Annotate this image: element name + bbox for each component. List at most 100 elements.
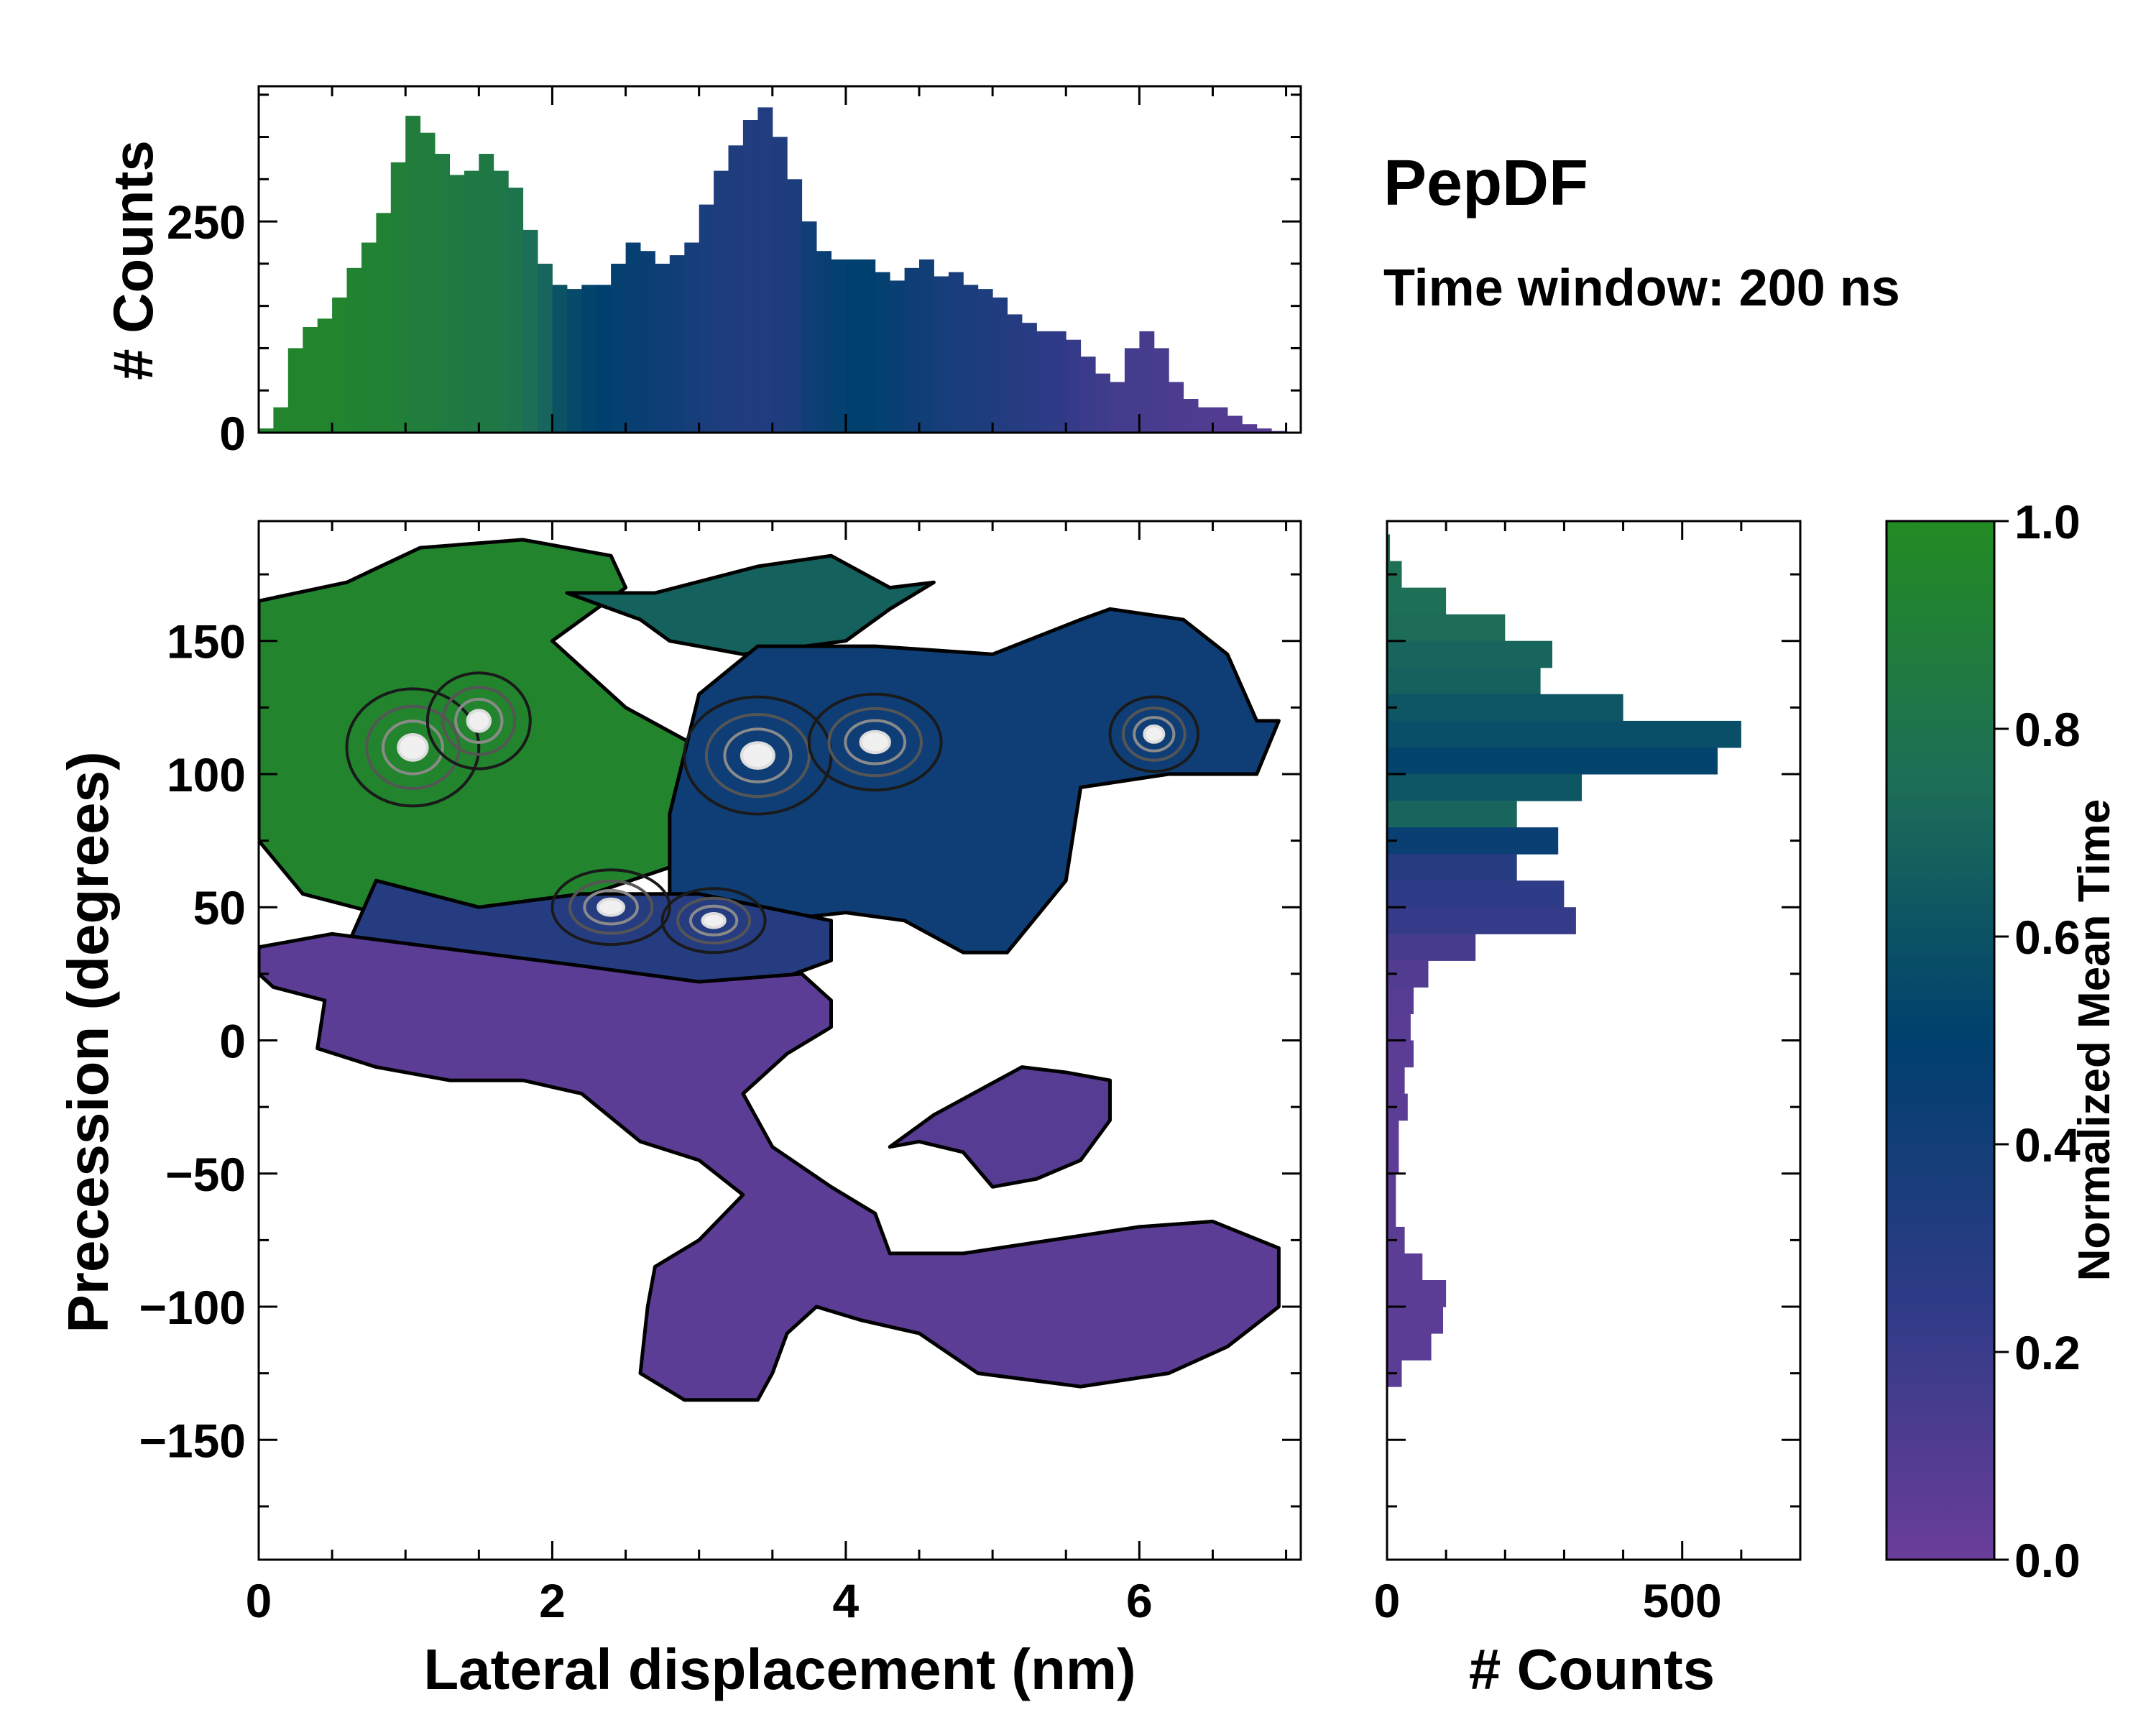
top-histogram-bar: [552, 285, 568, 433]
heatmap-xtick-label: 4: [833, 1574, 860, 1627]
right-histogram-bar: [1387, 1253, 1423, 1281]
top-histogram-bar: [948, 272, 964, 433]
right-histogram-bar: [1387, 1067, 1405, 1095]
heatmap-xtick-label: 6: [1126, 1574, 1153, 1627]
colorbar-tick-label: 0.0: [2014, 1534, 2081, 1587]
top-histogram-bar: [1124, 348, 1140, 433]
contour-peak-D-level-4: [859, 730, 891, 755]
top-histogram-bar: [860, 259, 876, 433]
top-histogram-bar: [1051, 331, 1067, 433]
top-histogram-bar: [875, 272, 890, 433]
top-histogram-bar: [435, 154, 450, 433]
heatmap-xtick-label: 2: [539, 1574, 566, 1627]
top-histogram-bar: [787, 179, 803, 433]
right-histogram-bar: [1387, 720, 1741, 748]
heatmap-regions: [259, 538, 1281, 1402]
colorbar-label: Normalized Mean Time: [2070, 799, 2119, 1282]
contour-peak-G-level-4: [701, 912, 727, 929]
heatmap-region-6: [888, 1065, 1112, 1189]
top-histogram-bar: [757, 107, 773, 433]
colorbar-frame: [1885, 520, 1996, 1561]
top-histogram-bar: [508, 188, 524, 433]
top-histogram-bar: [625, 242, 641, 433]
contour-peak-C-level-2: [704, 713, 811, 799]
heatmap-region-2: [565, 553, 936, 656]
right-histogram-bar: [1387, 880, 1565, 908]
top-histogram-bar: [522, 229, 538, 433]
contour-peak-F-level-3: [583, 888, 639, 926]
top-histogram-ytick-label: 250: [167, 196, 246, 249]
top-histogram-bar: [669, 255, 685, 433]
top-histogram-bar: [904, 267, 920, 433]
colorbar: 0.0 0.2 0.4 0.6 0.8 1.0 Normalized Mean Time: [1885, 495, 2119, 1587]
heatmap-xlabel: Lateral displacement (nm): [423, 1637, 1135, 1701]
right-histogram-bar: [1387, 1013, 1411, 1041]
contour-peak-G-level-2: [676, 896, 752, 944]
top-histogram-bar: [493, 170, 509, 433]
contour-peak-G-level-3: [688, 904, 739, 937]
top-histogram-bar: [538, 263, 553, 433]
colorbar-gradient: [1886, 521, 1994, 1560]
right-histogram-bar: [1387, 1173, 1396, 1201]
joint-heatmap: 0 2 4 6 −150 −100 −50 0 50 100 150 Lateral displac…: [56, 520, 1302, 1701]
top-histogram-bar: [259, 428, 274, 433]
heatmap-contours: [345, 671, 1200, 954]
colorbar-tick-label: 0.2: [2014, 1326, 2081, 1379]
heatmap-region-5: [259, 932, 1281, 1402]
top-histogram-bar: [1183, 399, 1199, 433]
heatmap-ylabel: Precession (degrees): [56, 751, 120, 1333]
contour-peak-B-level-1: [425, 671, 532, 770]
top-histogram-bar: [699, 204, 714, 433]
contour-peak-A-level-4: [397, 733, 429, 762]
top-histogram-bar: [479, 154, 494, 433]
top-histogram-bar: [376, 213, 392, 433]
heatmap-ytick-label: −100: [139, 1281, 246, 1334]
colorbar-tick-label: 0.6: [2014, 911, 2081, 964]
contour-peak-D-level-1: [807, 692, 943, 792]
top-histogram-bar: [1169, 382, 1184, 433]
contour-peak-F-level-1: [550, 868, 671, 947]
colorbar-tick-label: 1.0: [2014, 495, 2081, 548]
top-histogram-bar: [449, 175, 465, 433]
top-histogram-bar: [1036, 331, 1052, 433]
top-histogram-bar: [714, 170, 729, 433]
right-histogram-bar: [1387, 801, 1517, 828]
top-histogram-bar: [1095, 373, 1110, 433]
top-histogram-bar: [361, 242, 377, 433]
contour-peak-E-level-2: [1121, 707, 1187, 762]
right-histogram-bar: [1387, 1200, 1396, 1228]
top-histogram-bar: [1198, 407, 1213, 433]
heatmap-ytick-label: −150: [139, 1414, 246, 1467]
right-histogram-bar: [1387, 667, 1541, 695]
top-histogram-bar: [1066, 339, 1082, 433]
heatmap-ytick-label: 50: [193, 881, 246, 934]
right-histogram-xlabel: # Counts: [1469, 1637, 1715, 1701]
contour-peak-A-level-3: [382, 719, 444, 776]
heatmap-ytick-label: 150: [167, 615, 246, 668]
top-histogram-bar: [1242, 424, 1258, 433]
top-histogram-bar: [332, 297, 347, 433]
top-histogram-ticks: 0 250: [167, 86, 1301, 460]
right-histogram-bar: [1387, 1040, 1414, 1068]
right-histogram-bar: [1387, 774, 1583, 801]
top-histogram-bar: [977, 289, 993, 433]
top-histogram-bar: [1022, 323, 1037, 433]
top-histogram-bar: [596, 285, 612, 433]
contour-peak-D-level-2: [827, 707, 923, 778]
heatmap-xtick-label: 0: [246, 1574, 272, 1627]
contour-peak-E-level-1: [1108, 695, 1200, 773]
top-histogram-bar: [640, 251, 655, 433]
top-histogram-bar: [1153, 348, 1169, 433]
top-histogram-bar: [963, 285, 979, 433]
top-histogram-bar: [992, 297, 1008, 433]
contour-peak-E-level-4: [1143, 724, 1166, 744]
top-histogram-bar: [1212, 407, 1228, 433]
contour-peak-B-level-4: [466, 709, 492, 733]
top-histogram-bar: [346, 267, 362, 433]
right-histogram-bar: [1387, 827, 1559, 855]
right-histogram-bar: [1387, 1120, 1399, 1148]
right-histogram-bar: [1387, 907, 1576, 934]
top-histogram-bar: [405, 116, 421, 433]
chart-subtitle: Time window: 200 ns: [1383, 259, 1900, 317]
